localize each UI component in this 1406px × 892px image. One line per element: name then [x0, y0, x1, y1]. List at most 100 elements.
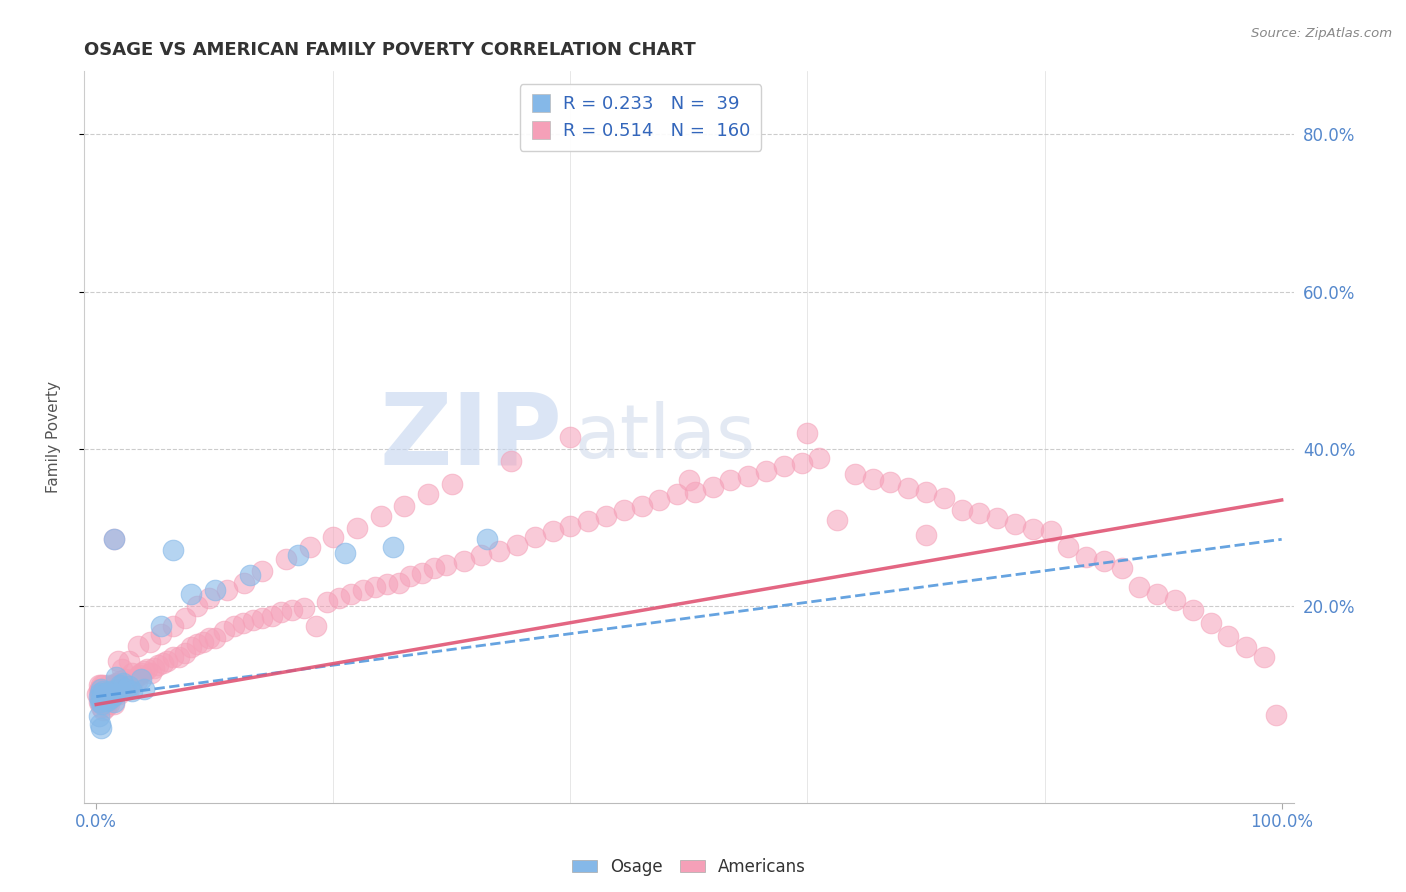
- Americans: [129, 666, 152, 681]
- Americans: [352, 583, 374, 598]
- Americans: [1181, 603, 1204, 617]
- Americans: [143, 660, 166, 674]
- Osage: [150, 619, 173, 633]
- Americans: [560, 519, 582, 533]
- Osage: [87, 709, 110, 723]
- Americans: [720, 473, 742, 487]
- Americans: [136, 662, 159, 676]
- Americans: [411, 566, 433, 581]
- Americans: [89, 692, 111, 706]
- Americans: [125, 673, 148, 688]
- Osage: [91, 687, 114, 701]
- Americans: [87, 695, 110, 709]
- Americans: [118, 654, 141, 668]
- Americans: [1218, 629, 1240, 643]
- Osage: [91, 684, 114, 698]
- Americans: [90, 699, 112, 714]
- Americans: [94, 686, 117, 700]
- Osage: [93, 690, 115, 704]
- Americans: [107, 687, 129, 701]
- Americans: [613, 503, 636, 517]
- Americans: [440, 477, 463, 491]
- Americans: [198, 591, 221, 606]
- Americans: [222, 619, 245, 633]
- Americans: [86, 687, 108, 701]
- Americans: [89, 681, 111, 696]
- Americans: [274, 552, 297, 566]
- Americans: [506, 538, 529, 552]
- Americans: [304, 619, 326, 633]
- Americans: [91, 703, 114, 717]
- Osage: [118, 680, 141, 694]
- Americans: [118, 681, 141, 696]
- Americans: [270, 606, 292, 620]
- Americans: [862, 472, 884, 486]
- Osage: [90, 721, 112, 735]
- Americans: [103, 698, 125, 712]
- Americans: [292, 600, 315, 615]
- Americans: [174, 611, 197, 625]
- Osage: [103, 533, 125, 547]
- Americans: [186, 599, 208, 614]
- Americans: [138, 634, 160, 648]
- Americans: [87, 678, 110, 692]
- Americans: [1039, 524, 1062, 539]
- Americans: [560, 430, 582, 444]
- Americans: [470, 548, 492, 562]
- Legend: Osage, Americans: Osage, Americans: [565, 851, 813, 882]
- Americans: [107, 654, 129, 668]
- Americans: [186, 637, 208, 651]
- Americans: [91, 678, 114, 692]
- Americans: [93, 698, 115, 712]
- Americans: [146, 658, 169, 673]
- Americans: [1111, 561, 1133, 575]
- Americans: [212, 624, 235, 639]
- Americans: [1128, 580, 1150, 594]
- Americans: [150, 626, 173, 640]
- Osage: [100, 684, 122, 698]
- Osage: [103, 695, 125, 709]
- Americans: [796, 426, 818, 441]
- Americans: [156, 654, 179, 668]
- Osage: [239, 567, 262, 582]
- Americans: [91, 681, 114, 696]
- Americans: [595, 508, 617, 523]
- Text: Source: ZipAtlas.com: Source: ZipAtlas.com: [1251, 27, 1392, 40]
- Text: OSAGE VS AMERICAN FAMILY POVERTY CORRELATION CHART: OSAGE VS AMERICAN FAMILY POVERTY CORRELA…: [84, 41, 696, 59]
- Osage: [90, 692, 112, 706]
- Americans: [370, 508, 392, 523]
- Osage: [96, 693, 118, 707]
- Americans: [191, 634, 214, 648]
- Americans: [1004, 516, 1026, 531]
- Osage: [112, 676, 135, 690]
- Americans: [100, 690, 122, 704]
- Americans: [434, 558, 457, 573]
- Americans: [167, 650, 190, 665]
- Americans: [162, 619, 184, 633]
- Americans: [340, 587, 363, 601]
- Americans: [879, 475, 901, 489]
- Americans: [127, 639, 149, 653]
- Text: atlas: atlas: [574, 401, 755, 474]
- Americans: [986, 511, 1008, 525]
- Americans: [90, 687, 112, 701]
- Americans: [96, 690, 118, 704]
- Americans: [1022, 522, 1045, 536]
- Americans: [1092, 553, 1115, 567]
- Americans: [96, 695, 118, 709]
- Americans: [1234, 640, 1257, 654]
- Americans: [1164, 593, 1187, 607]
- Osage: [87, 690, 110, 704]
- Americans: [825, 513, 848, 527]
- Americans: [488, 544, 510, 558]
- Osage: [129, 672, 152, 686]
- Americans: [630, 499, 652, 513]
- Americans: [683, 485, 706, 500]
- Americans: [122, 672, 145, 686]
- Americans: [94, 681, 117, 696]
- Americans: [501, 453, 523, 467]
- Osage: [97, 687, 120, 701]
- Americans: [103, 533, 125, 547]
- Osage: [477, 533, 499, 547]
- Americans: [648, 493, 671, 508]
